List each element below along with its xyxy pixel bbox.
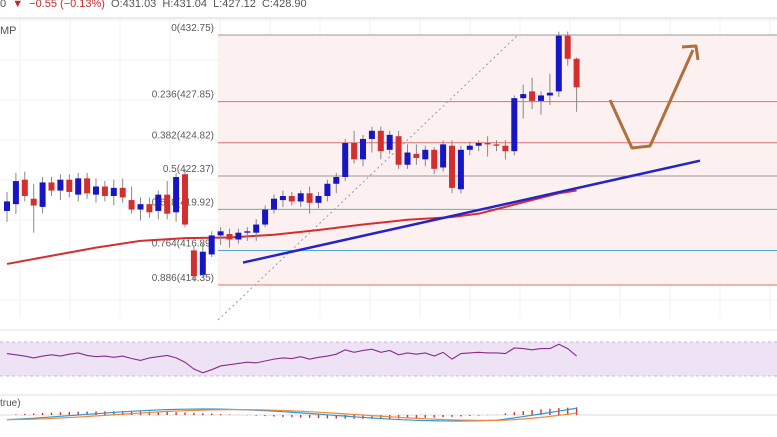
candle-up	[244, 231, 251, 233]
candle-down	[84, 178, 91, 194]
projection-arrow	[608, 49, 695, 150]
candle-down	[190, 250, 197, 277]
candle-up	[253, 224, 260, 233]
candle-up	[538, 95, 544, 101]
candle-up	[199, 251, 206, 275]
candle-up	[12, 181, 19, 205]
candle-down	[21, 179, 28, 197]
candle-down	[573, 58, 580, 88]
candle-up	[297, 193, 304, 202]
rsi-line	[6, 343, 577, 374]
candle-up	[173, 176, 180, 213]
candle-up	[457, 149, 464, 190]
price-change: −0.55 (−0.13%)	[29, 0, 105, 10]
fib-zone	[218, 35, 777, 285]
candle-up	[110, 187, 117, 197]
fib-label: 0.382(424.82)	[152, 131, 214, 142]
fib-label: 0.886(414.35)	[152, 273, 214, 284]
candle-down	[182, 174, 188, 225]
candle-down	[502, 145, 509, 152]
candle-up	[466, 145, 473, 150]
candle-up	[520, 94, 527, 99]
candle-down	[119, 187, 126, 198]
candle-up	[137, 204, 144, 210]
candle-up	[235, 232, 242, 240]
candle-down	[431, 149, 438, 169]
trend-line	[242, 159, 701, 264]
down-arrow-icon: ▼	[12, 0, 24, 10]
candle-down	[146, 204, 153, 213]
arrow-head-icon	[681, 44, 700, 61]
candle-up	[4, 201, 10, 211]
candle-up	[555, 35, 562, 92]
candle-down	[30, 198, 37, 206]
candle-up	[279, 196, 286, 201]
candle-up	[271, 198, 277, 210]
high-value: H:431.04	[162, 0, 208, 10]
fib-anchor-line	[217, 34, 519, 321]
candle-down	[351, 143, 358, 160]
symbol-label: MP	[0, 25, 17, 37]
candle-down	[101, 186, 108, 197]
candle-up	[75, 178, 82, 195]
candle-up	[208, 235, 215, 255]
candle-down	[449, 145, 455, 188]
candle-up	[368, 130, 375, 139]
candle-down	[377, 130, 384, 152]
candle-down	[66, 179, 73, 192]
candle-up	[404, 152, 411, 165]
candle-down	[413, 153, 420, 158]
candle-up	[262, 209, 269, 225]
candle-down	[128, 200, 135, 210]
candle-up	[324, 183, 331, 197]
indicator-label: true)	[0, 398, 21, 409]
candle-down	[564, 35, 571, 59]
rsi-band	[0, 342, 777, 376]
candle-up	[342, 143, 349, 177]
candle-up	[333, 176, 340, 184]
candle-up	[546, 92, 553, 96]
candle-up	[360, 138, 366, 160]
candle-down	[306, 193, 313, 203]
candle-up	[422, 149, 429, 160]
candle-down	[395, 136, 402, 165]
candle-up	[386, 134, 393, 150]
candle-down	[164, 194, 171, 214]
candle-up	[57, 179, 64, 191]
moving-average-line	[6, 189, 577, 265]
candle-up	[315, 196, 322, 203]
candle-up	[217, 231, 224, 236]
low-value: L:427.12	[213, 0, 256, 10]
candle-down	[48, 182, 55, 191]
candle-down	[288, 196, 295, 202]
ohlc-header: 0 ▼ −0.55 (−0.13%) O:431.03 H:431.04 L:4…	[0, 0, 310, 12]
header-first-value: 0	[0, 0, 7, 10]
candle-up	[39, 182, 46, 207]
close-value: C:428.90	[261, 0, 307, 10]
candle-down	[493, 144, 500, 146]
open-value: O:431.03	[111, 0, 157, 10]
candle-up	[155, 194, 162, 211]
fib-label: 0(432.75)	[171, 23, 214, 34]
macd-signal-line	[6, 409, 577, 421]
fib-label: 0.5(422.37)	[163, 164, 214, 175]
fib-label: 0.236(427.85)	[152, 90, 214, 101]
candle-up	[475, 143, 482, 146]
candle-down	[226, 234, 233, 240]
candle-up	[511, 98, 518, 152]
candle-down	[484, 143, 491, 145]
fib-label: 0.764(416.89)	[152, 238, 214, 249]
candle-down	[529, 91, 536, 101]
candle-up	[93, 186, 99, 195]
candle-up	[440, 144, 447, 168]
